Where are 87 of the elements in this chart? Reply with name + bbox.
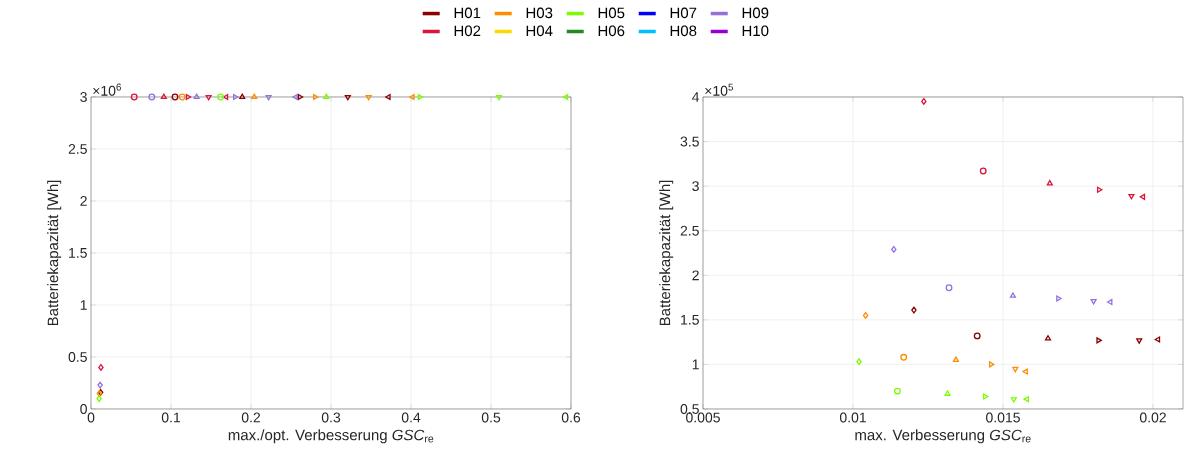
point [97, 381, 103, 389]
point [1023, 396, 1030, 403]
point [251, 93, 258, 100]
y-axis-title: Batteriekapazität [Wh] [659, 180, 674, 326]
legend-label: H09 [742, 7, 769, 19]
point [1044, 335, 1052, 341]
y-tick-label: 1.5 [69, 248, 87, 258]
point [148, 93, 156, 101]
point [409, 93, 415, 101]
y-tick-label: 3 [80, 92, 87, 102]
point [1096, 186, 1103, 193]
point [98, 363, 104, 371]
text: ×10$^{6}$ [93, 83, 121, 96]
point [239, 93, 246, 100]
legend-label: H03 [526, 7, 553, 19]
point [945, 284, 953, 292]
x-tick-label: 0.2 [241, 412, 261, 423]
point [1012, 366, 1019, 373]
point [1090, 299, 1097, 305]
legend-label: H08 [670, 25, 697, 37]
point [217, 93, 225, 101]
y-tick-label: 1.5 [681, 314, 699, 325]
legend-label: H02 [454, 25, 481, 37]
legend-label: H01 [454, 7, 481, 19]
point [265, 94, 272, 101]
point [893, 387, 901, 395]
point [297, 93, 304, 101]
point [1096, 337, 1102, 344]
point [1022, 368, 1028, 375]
x-tick-label: 0.01 [839, 412, 866, 423]
point [973, 332, 981, 340]
point [1010, 397, 1017, 403]
y-tick-label: 0.5 [68, 352, 87, 362]
y-tick-label: 1 [692, 359, 699, 370]
x-tick-label: 0.02 [1139, 412, 1166, 423]
legend-label: H04 [526, 25, 553, 37]
point [344, 94, 351, 101]
point [856, 358, 862, 366]
y-tick-label: 0 [80, 404, 87, 414]
x-tick-label: 0.015 [986, 412, 1020, 423]
x-tick-label: 0.1 [161, 412, 181, 423]
y-tick-label: 3.5 [680, 136, 699, 147]
point [160, 93, 167, 100]
legend-label: H10 [742, 25, 769, 37]
point [323, 93, 330, 100]
x-tick-label: 0.6 [561, 412, 581, 423]
point [205, 94, 212, 101]
point [185, 93, 192, 101]
x-tick-label: 0.5 [481, 412, 501, 423]
point [1046, 180, 1053, 186]
point [921, 97, 927, 105]
point [1056, 295, 1062, 302]
x-tick-label: 0 [87, 412, 95, 423]
y-tick-label: 1 [80, 300, 87, 310]
point [193, 93, 200, 100]
legend-label: H05 [598, 7, 625, 19]
point [911, 306, 917, 314]
y-axis-title: Batteriekapazität [Wh] [47, 180, 62, 326]
y-tick-label: 2.5 [680, 225, 699, 236]
y-tick-label: 3 [692, 181, 699, 192]
point [178, 93, 186, 101]
y-tick-label: 2 [692, 270, 699, 281]
point [292, 93, 298, 101]
legend-label: H06 [598, 25, 625, 37]
point [1136, 338, 1143, 344]
point [944, 390, 951, 396]
point [417, 93, 424, 101]
point [891, 245, 897, 253]
y-tick-label: 0.5 [680, 404, 699, 414]
y-tick-label: 2 [80, 196, 87, 206]
text: ×10$^{5}$ [705, 83, 733, 96]
point [979, 167, 987, 175]
point [96, 395, 102, 403]
y-tick-label: 4 [692, 92, 700, 102]
x-tick-label: 0.005 [686, 412, 720, 423]
x-tick-label: 0.3 [321, 412, 341, 423]
x-tick-label: 0.4 [401, 412, 421, 423]
y-tick-label: 2.5 [68, 144, 87, 154]
point [900, 353, 908, 361]
point [385, 93, 391, 101]
x-axis-title: max./opt. Verbesserung GSC$_{re}$ [228, 429, 434, 444]
point [862, 311, 869, 319]
point [988, 361, 995, 368]
x-axis-title: max. Verbesserung GSC$_{re}$ [855, 429, 1031, 444]
point [130, 93, 138, 101]
legend-label: H07 [670, 7, 697, 19]
point [1009, 292, 1016, 298]
